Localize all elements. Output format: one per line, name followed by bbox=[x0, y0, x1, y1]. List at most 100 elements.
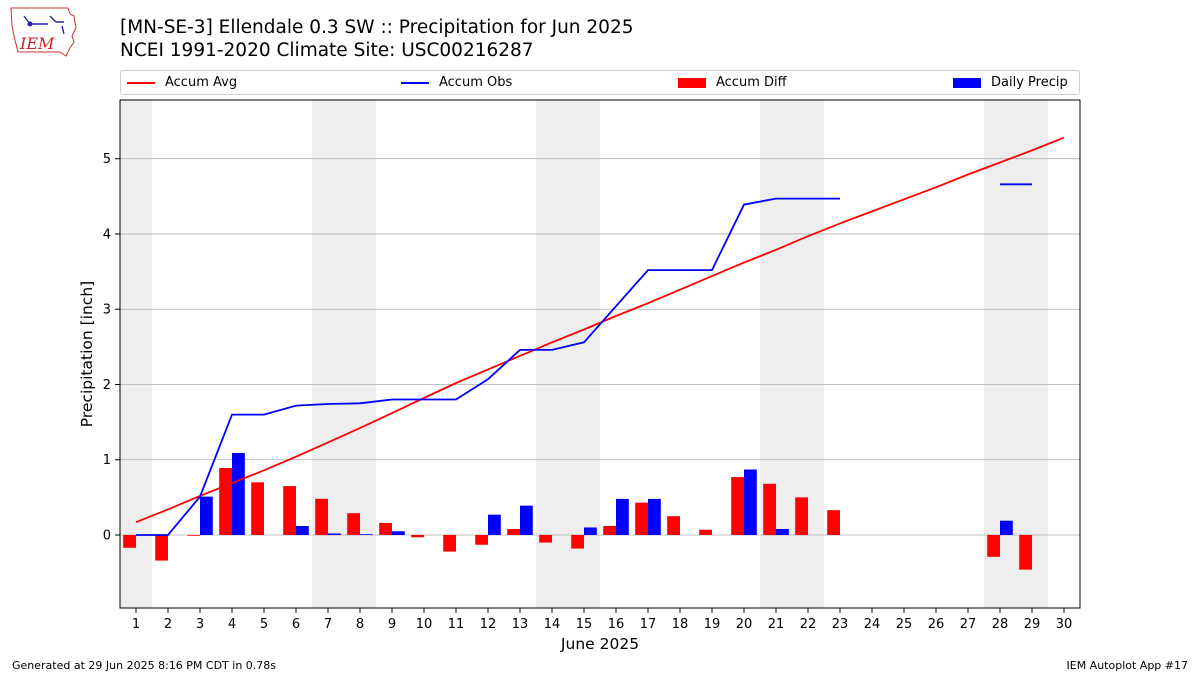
legend-item-accum-avg: Accum Avg bbox=[127, 71, 237, 94]
x-tick-label: 5 bbox=[260, 617, 268, 632]
x-tick-label: 12 bbox=[480, 617, 497, 632]
weekend-shade bbox=[120, 100, 152, 608]
y-tick-label: 4 bbox=[103, 227, 111, 242]
accum-diff-bar bbox=[411, 534, 424, 538]
autoplot-app-label: IEM Autoplot App #17 bbox=[1066, 659, 1189, 672]
x-tick-label: 16 bbox=[608, 617, 625, 632]
x-tick-label: 21 bbox=[768, 617, 785, 632]
daily-precip-bar bbox=[488, 514, 501, 535]
x-tick-label: 26 bbox=[928, 617, 945, 632]
daily-precip-bar bbox=[776, 528, 789, 535]
x-tick-label: 3 bbox=[196, 617, 204, 632]
x-tick-label: 4 bbox=[228, 617, 236, 632]
legend-swatch bbox=[678, 77, 706, 88]
chart-subtitle: NCEI 1991-2020 Climate Site: USC00216287 bbox=[120, 40, 534, 61]
accum-diff-bar bbox=[379, 522, 392, 535]
daily-precip-bar bbox=[1000, 520, 1013, 535]
accum-diff-bar bbox=[187, 534, 200, 536]
x-tick-label: 29 bbox=[1024, 617, 1041, 632]
x-tick-label: 28 bbox=[992, 617, 1009, 632]
legend-label: Accum Diff bbox=[716, 75, 787, 90]
accum-diff-bar bbox=[699, 529, 712, 535]
y-axis-label: Precipitation [inch] bbox=[78, 281, 96, 427]
accum-diff-bar bbox=[667, 516, 680, 535]
x-tick-label: 20 bbox=[736, 617, 753, 632]
logo-text: IEM bbox=[19, 34, 55, 53]
legend-swatch bbox=[127, 81, 155, 84]
daily-precip-bar bbox=[360, 534, 373, 535]
weekend-shade bbox=[536, 100, 600, 608]
accum-diff-bar bbox=[123, 534, 136, 548]
accum-diff-bar bbox=[635, 502, 648, 535]
x-tick-label: 8 bbox=[356, 617, 364, 632]
x-tick-label: 9 bbox=[388, 617, 396, 632]
daily-precip-bar bbox=[392, 531, 405, 535]
daily-precip-bar bbox=[232, 452, 245, 535]
x-tick-label: 10 bbox=[416, 617, 433, 632]
daily-precip-bar bbox=[584, 527, 597, 535]
accum-diff-bar bbox=[987, 534, 1000, 557]
x-tick-label: 25 bbox=[896, 617, 913, 632]
x-tick-label: 2 bbox=[164, 617, 172, 632]
legend-swatch bbox=[953, 77, 981, 88]
x-axis-label: June 2025 bbox=[560, 635, 639, 653]
chart-title: [MN-SE-3] Ellendale 0.3 SW :: Precipitat… bbox=[120, 17, 634, 38]
accum-diff-bar bbox=[795, 497, 808, 535]
x-tick-label: 30 bbox=[1056, 617, 1073, 632]
accum-diff-bar bbox=[571, 534, 584, 549]
x-tick-label: 7 bbox=[324, 617, 332, 632]
x-tick-label: 24 bbox=[864, 617, 881, 632]
accum-diff-bar bbox=[475, 534, 488, 545]
accum-diff-bar bbox=[443, 534, 456, 552]
daily-precip-bar bbox=[200, 496, 213, 535]
legend-swatch bbox=[401, 81, 429, 84]
x-tick-label: 15 bbox=[576, 617, 593, 632]
x-tick-label: 27 bbox=[960, 617, 977, 632]
legend-item-accum-diff: Accum Diff bbox=[678, 71, 787, 94]
y-tick-label: 2 bbox=[103, 378, 111, 393]
daily-precip-bar bbox=[296, 525, 309, 535]
legend-label: Daily Precip bbox=[991, 75, 1068, 90]
accum-diff-bar bbox=[283, 486, 296, 535]
daily-precip-bar bbox=[328, 533, 341, 535]
accum-avg-line bbox=[135, 136, 1065, 524]
accum-diff-bar bbox=[347, 513, 360, 535]
accum-diff-bar bbox=[603, 525, 616, 535]
generated-timestamp: Generated at 29 Jun 2025 8:16 PM CDT in … bbox=[12, 659, 277, 672]
x-tick-label: 14 bbox=[544, 617, 561, 632]
accum-diff-bar bbox=[731, 477, 744, 535]
daily-precip-bar bbox=[648, 498, 661, 535]
accum-diff-bar bbox=[827, 510, 840, 535]
y-tick-label: 1 bbox=[103, 453, 111, 468]
x-tick-label: 22 bbox=[800, 617, 817, 632]
plot-frame bbox=[119, 99, 1081, 609]
weekend-shade bbox=[984, 100, 1048, 608]
daily-precip-bar bbox=[744, 469, 757, 535]
legend-label: Accum Avg bbox=[165, 75, 238, 90]
accum-obs-line bbox=[136, 197, 840, 536]
x-tick-label: 18 bbox=[672, 617, 689, 632]
accum-diff-bar bbox=[155, 534, 168, 561]
legend-item-accum-obs: Accum Obs bbox=[401, 71, 512, 94]
daily-precip-bar bbox=[520, 505, 533, 535]
accum-diff-bar bbox=[507, 528, 520, 535]
y-tick-label: 0 bbox=[103, 528, 111, 543]
x-tick-label: 17 bbox=[640, 617, 657, 632]
legend-label: Accum Obs bbox=[439, 75, 513, 90]
legend: Accum Avg Accum Obs Accum Diff Daily Precip bbox=[120, 70, 1080, 95]
accum-diff-bar bbox=[251, 482, 264, 535]
x-tick-label: 13 bbox=[512, 617, 529, 632]
daily-precip-bar bbox=[616, 498, 629, 535]
accum-diff-bar bbox=[763, 483, 776, 535]
y-tick-label: 5 bbox=[103, 152, 111, 167]
x-tick-label: 23 bbox=[832, 617, 849, 632]
accum-diff-bar bbox=[539, 534, 552, 543]
x-tick-label: 6 bbox=[292, 617, 300, 632]
x-tick-label: 19 bbox=[704, 617, 721, 632]
iem-logo: IEM bbox=[10, 7, 77, 57]
y-tick-label: 3 bbox=[103, 303, 111, 318]
x-tick-label: 1 bbox=[132, 617, 140, 632]
legend-item-daily-precip: Daily Precip bbox=[953, 71, 1068, 94]
accum-diff-bar bbox=[1019, 534, 1032, 570]
